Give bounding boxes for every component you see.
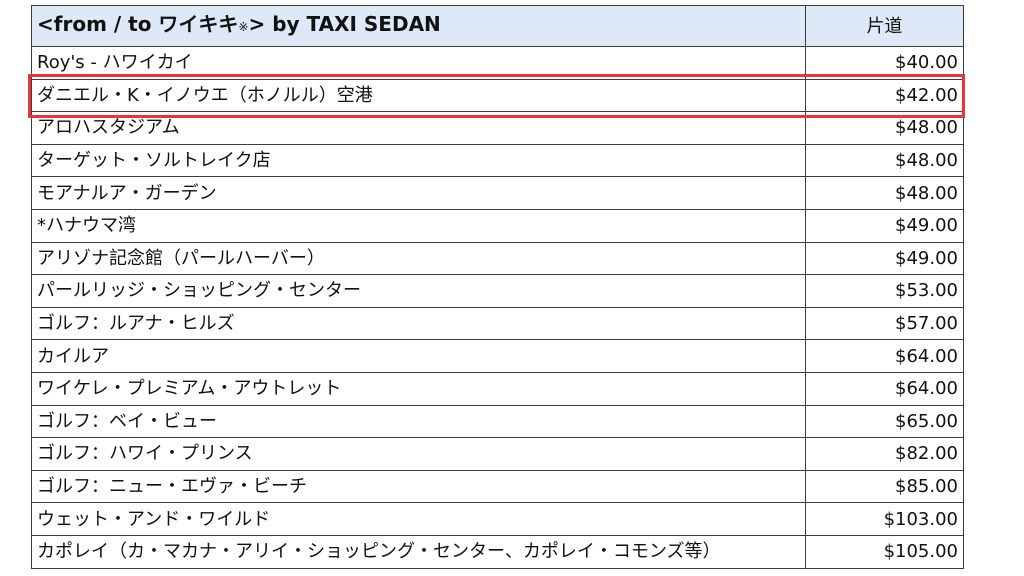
table-row: *ハナウマ湾 $49.00 [31,208,964,243]
column-header-one-way: 片道 [805,5,964,47]
destination-cell: カポレイ（カ・マカナ・アリイ・ショッピング・センター、カポレイ・コモンズ等） [31,534,806,569]
table-row: カポレイ（カ・マカナ・アリイ・ショッピング・センター、カポレイ・コモンズ等） $1… [31,534,964,569]
destination-cell: アロハスタジアム [31,111,806,145]
table-title: <from / to ワイキキ※> by TAXI SEDAN [31,5,806,47]
destination-cell: ウェット・アンド・ワイルド [31,502,806,536]
destination-cell: アリゾナ記念館（パールハーバー） [31,241,806,276]
table-row: ターゲット・ソルトレイク店 $48.00 [31,143,964,178]
table-row: ゴルフ：ニュー・エヴァ・ビーチ $85.00 [31,469,964,504]
destination-cell: ゴルフ：ベイ・ビュー [31,404,806,439]
price-cell: $40.00 [805,46,964,80]
destination-cell: *ハナウマ湾 [31,208,806,243]
destination-cell: モアナルア・ガーデン [31,176,806,210]
price-cell: $53.00 [805,274,964,308]
table-row: ダニエル・K・イノウエ（ホノルル）空港 $42.00 [31,78,964,113]
table-row: ウェット・アンド・ワイルド $103.00 [31,502,964,536]
destination-cell: ダニエル・K・イノウエ（ホノルル）空港 [31,78,806,113]
price-cell: $49.00 [805,208,964,243]
destination-cell: パールリッジ・ショッピング・センター [31,274,806,308]
destination-cell: ワイケレ・プレミアム・アウトレット [31,371,806,406]
price-cell: $49.00 [805,241,964,276]
table-row: Roy's - ハワイカイ $40.00 [31,46,964,80]
destination-cell: ゴルフ：ハワイ・プリンス [31,437,806,471]
table-row: ゴルフ：ベイ・ビュー $65.00 [31,404,964,439]
price-cell: $42.00 [805,78,964,113]
table-row: ゴルフ：ルアナ・ヒルズ $57.00 [31,306,964,341]
price-cell: $48.00 [805,176,964,210]
table-header-row: <from / to ワイキキ※> by TAXI SEDAN 片道 [31,5,964,47]
title-prefix: <from / to ワイキキ [37,12,239,36]
price-cell: $65.00 [805,404,964,439]
table-row: アリゾナ記念館（パールハーバー） $49.00 [31,241,964,276]
price-cell: $48.00 [805,111,964,145]
price-cell: $48.00 [805,143,964,178]
price-cell: $82.00 [805,437,964,471]
destination-cell: ターゲット・ソルトレイク店 [31,143,806,178]
destination-cell: Roy's - ハワイカイ [31,46,806,80]
destination-cell: カイルア [31,339,806,373]
table-row: モアナルア・ガーデン $48.00 [31,176,964,210]
table-row: カイルア $64.00 [31,339,964,373]
table-row: パールリッジ・ショッピング・センター $53.00 [31,274,964,308]
price-cell: $64.00 [805,371,964,406]
table-row: ゴルフ：ハワイ・プリンス $82.00 [31,437,964,471]
price-cell: $85.00 [805,469,964,504]
table-row: アロハスタジアム $48.00 [31,111,964,145]
price-cell: $64.00 [805,339,964,373]
price-cell: $105.00 [805,534,964,569]
title-suffix: > by TAXI SEDAN [248,12,441,36]
fare-table: <from / to ワイキキ※> by TAXI SEDAN 片道 Roy's… [31,5,964,569]
title-mark: ※ [238,20,249,34]
destination-cell: ゴルフ：ニュー・エヴァ・ビーチ [31,469,806,504]
destination-cell: ゴルフ：ルアナ・ヒルズ [31,306,806,341]
price-cell: $103.00 [805,502,964,536]
price-cell: $57.00 [805,306,964,341]
table-row: ワイケレ・プレミアム・アウトレット $64.00 [31,371,964,406]
